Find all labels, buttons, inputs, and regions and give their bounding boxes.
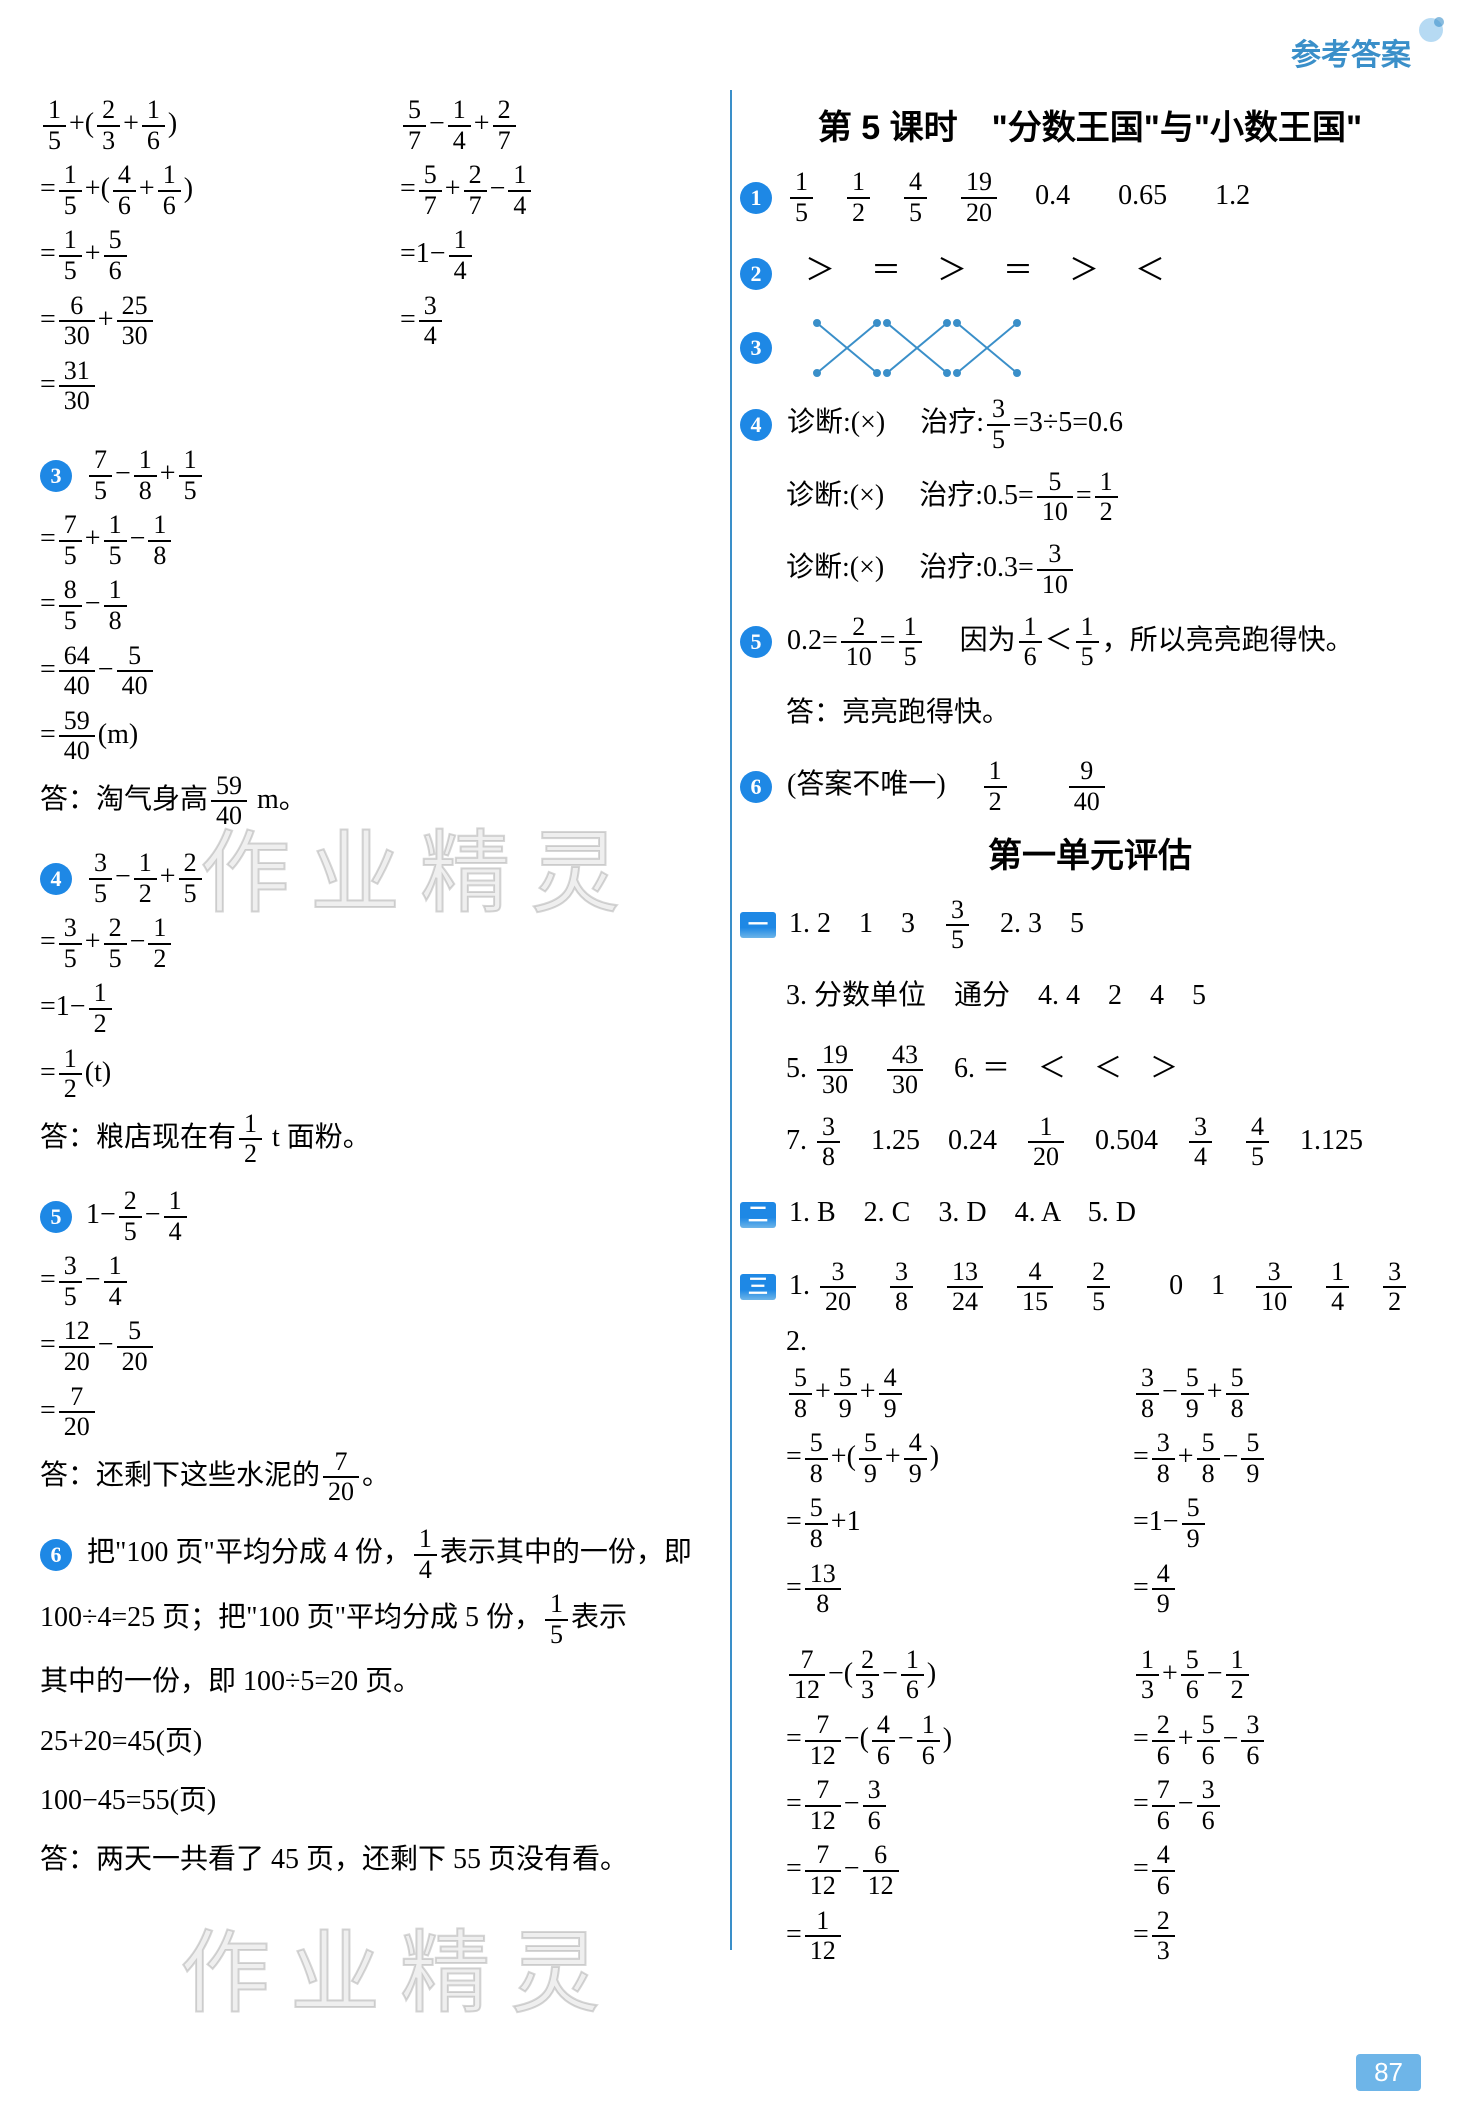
matching-diagram-icon [797,313,1077,383]
page-header: 参考答案 [1291,30,1411,74]
bullet-u1-1: 一 [740,912,776,938]
q3-answer: 答：淘气身高5940 m。 [40,772,710,831]
bullet-3: 3 [40,460,72,492]
bullet-s5-1: 1 [740,182,772,214]
q6-answer: 答：两天一共看了 45 页，还剩下 55 页没有看。 [40,1833,710,1886]
s5-q2: 2 ＞＝＞＝＞＜ [740,236,1440,305]
bullet-s5-3: 3 [740,332,772,364]
bullet-s5-4: 4 [740,409,772,441]
left-column: 15+(23+16)=15+(46+16)=15+56=630+2530=313… [30,90,710,1904]
bullet-u1-3: 三 [740,1274,776,1300]
s5-q6: 6 (答案不唯一) 12 940 [740,753,1440,817]
question-6: 6 把"100 页"平均分成 4 份，14表示其中的一份，即 100÷4=25 … [40,1525,710,1886]
u1-p1-l5: 5. 1930 4330 6. ＝ ＜ ＜ ＞ [786,1037,1440,1101]
s5-q4: 4 诊断:(×) 治疗:35=3÷5=0.6 诊断:(×) 治疗:0.5=510… [740,391,1440,600]
section-5-title: 第 5 课时 "分数王国"与"小数王国" [740,100,1440,149]
page-number: 87 [1356,2054,1421,2091]
math-block-1a: 15+(23+16)=15+(46+16)=15+56=630+2530=313… [40,90,350,422]
question-4: 435−12+25 =35+25−12=1−12=12(t) 答：粮店现在有12… [40,849,710,1169]
bullet-s5-6: 6 [740,771,772,803]
bullet-4: 4 [40,863,72,895]
q4-answer: 答：粮店现在有12 t 面粉。 [40,1110,710,1169]
right-column: 第 5 课时 "分数王国"与"小数王国" 1 15 12 45 1920 0.4… [740,90,1440,1972]
question-3: 375−18+15 =75+15−18=85−18=6440−540=5940(… [40,446,710,831]
u1-p3-q2-ab: 58+59+49=58+(59+49)=58+1=138 38−59+58=38… [786,1358,1440,1625]
u1-p3-q2-cd: 712−(23−16)=712−(46−16)=712−36=712−612=1… [786,1640,1440,1972]
bullet-s5-2: 2 [740,258,772,290]
bullet-6: 6 [40,1539,72,1571]
q5-answer: 答：还剩下这些水泥的720。 [40,1448,710,1507]
question-5: 51−25−14 =35−14=1220−520=720 答：还剩下这些水泥的7… [40,1187,710,1507]
u1-p1-l7: 7. 38 1.25 0.24 120 0.504 34 45 1.125 [786,1109,1440,1173]
header-decoration-icon [1411,10,1451,50]
s5-q5: 5 0.2=210=15 因为16＜15，所以亮亮跑得快。 [740,609,1440,673]
s5-q1: 1 15 12 45 1920 0.4 0.65 1.2 [740,164,1440,228]
bullet-u1-2: 二 [740,1202,776,1228]
column-divider [730,90,732,1950]
s5-q5-answer: 答：亮亮跑得快。 [786,681,1440,745]
u1-p1-l3: 3. 分数单位 通分 4. 4 2 4 5 [786,964,1440,1028]
bullet-s5-5: 5 [740,626,772,658]
top-two-math: 15+(23+16)=15+(46+16)=15+56=630+2530=313… [30,90,710,440]
watermark-2: 作业精灵 [180,1900,620,2030]
u1-part3-row1: 三 1. 320 38 1324 415 25 0 1 310 14 32 [740,1254,1440,1318]
bullet-5: 5 [40,1201,72,1233]
u1-p3-q2-label: 2. [786,1326,1440,1358]
u1-part1: 一 1. 2 1 3 35 2. 3 5 [740,892,1440,956]
s5-q3: 3 [740,313,1440,383]
unit1-title: 第一单元评估 [740,828,1440,877]
math-block-1b: 57−14+27=57+27−14=1−14=34 [400,90,710,422]
u1-part2: 二 1. B 2. C 3. D 4. A 5. D [740,1181,1440,1245]
